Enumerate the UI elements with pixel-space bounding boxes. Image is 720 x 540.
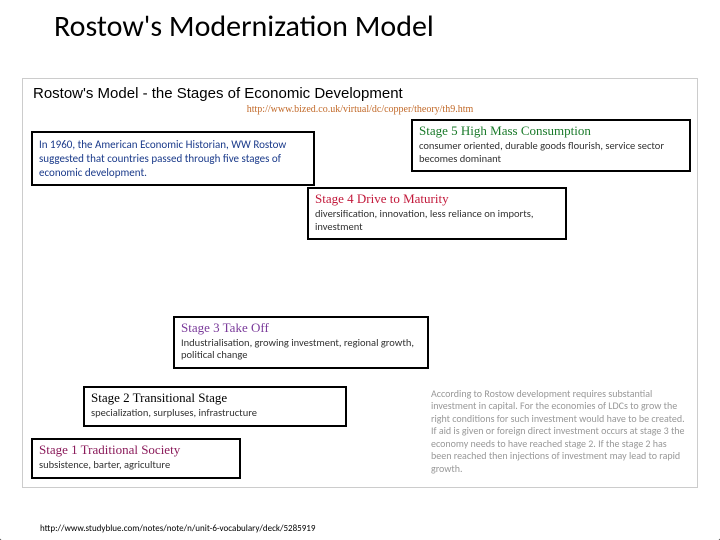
stage-4-desc: diversification, innovation, less relian… — [315, 206, 559, 233]
stage-3-title: Stage 3 Take Off — [181, 321, 421, 335]
stage-1-title: Stage 1 Traditional Society — [39, 443, 233, 457]
stage-2-desc: specialization, surpluses, infrastructur… — [91, 405, 339, 420]
slide-title: Rostow's Modernization Model — [0, 0, 720, 68]
stage-3-box: Stage 3 Take Off Industrialisation, grow… — [173, 316, 429, 369]
stage-5-box: Stage 5 High Mass Consumption consumer o… — [411, 119, 691, 172]
embedded-source-url: http://www.bized.co.uk/virtual/dc/copper… — [23, 102, 697, 115]
summary-text: According to Rostow development requires… — [427, 384, 689, 480]
intro-text: In 1960, the American Economic Historian… — [31, 131, 315, 186]
slide: Rostow's Modernization Model Sometimes c… — [0, 0, 720, 540]
footer-url: http://www.studyblue.com/notes/note/n/un… — [40, 523, 315, 534]
stage-2-box: Stage 2 Transitional Stage specializatio… — [83, 386, 347, 427]
stage-5-desc: consumer oriented, durable goods flouris… — [419, 138, 683, 165]
stage-5-title: Stage 5 High Mass Consumption — [419, 124, 683, 138]
stage-1-box: Stage 1 Traditional Society subsistence,… — [31, 438, 241, 479]
stage-1-desc: subsistence, barter, agriculture — [39, 457, 233, 472]
stage-4-title: Stage 4 Drive to Maturity — [315, 192, 559, 206]
embedded-title: Rostow's Model - the Stages of Economic … — [23, 79, 697, 102]
stage-4-box: Stage 4 Drive to Maturity diversificatio… — [307, 187, 567, 240]
stage-2-title: Stage 2 Transitional Stage — [91, 391, 339, 405]
stage-3-desc: Industrialisation, growing investment, r… — [181, 335, 421, 362]
embedded-image-region: Rostow's Model - the Stages of Economic … — [22, 78, 698, 488]
